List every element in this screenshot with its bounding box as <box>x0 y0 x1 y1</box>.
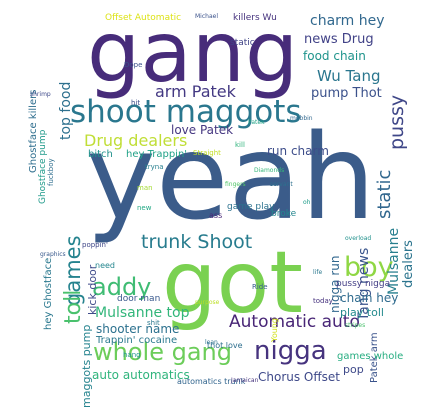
word-game-play: game play <box>227 202 275 212</box>
word-hey-ghostface: hey Ghostface <box>43 257 54 330</box>
word-got: got <box>162 233 303 333</box>
word-diamonds: Diamonds <box>254 167 285 174</box>
word-shooter-name: shooter name <box>96 322 180 336</box>
word-chorus-offset: Chorus Offset <box>258 370 340 384</box>
word-lean: lean <box>205 339 218 346</box>
word-hey-trappin: hey Trappin' <box>126 149 188 160</box>
word-offset-automatic: Offset Automatic <box>105 13 182 23</box>
word-servant: servant <box>270 181 293 188</box>
word-toll: toll <box>61 289 86 324</box>
word-straight: Straight <box>193 149 221 157</box>
word-love-patek: love Patek <box>171 123 234 137</box>
word-shoot-maggots: shoot maggots <box>70 94 302 130</box>
word-life: life <box>313 269 323 276</box>
word-michael: Michael <box>195 13 218 20</box>
word-top-food: top food <box>58 81 74 140</box>
word-bitch: bitch <box>88 149 113 160</box>
word-pump-thot: pump Thot <box>311 86 382 101</box>
word-today: today <box>313 297 333 305</box>
word-dope: Dope <box>124 61 143 69</box>
word-tryna: tryna <box>145 163 164 171</box>
word-hang: hang <box>123 351 141 359</box>
word-automatic-auto: Automatic auto <box>229 312 360 332</box>
word-killers-wu: killers Wu <box>233 13 277 23</box>
word-nigga: nigga <box>254 336 327 366</box>
word-automatics-trunk: automatics trunk <box>177 377 246 386</box>
word-run-charm: run charm <box>267 144 329 158</box>
word-fuckboy: fuckboy <box>47 158 55 186</box>
word-door-man: door man <box>117 294 161 304</box>
word-thot-love: thot love <box>207 341 243 350</box>
word-kill: kill <box>235 141 245 149</box>
word-broke: broke <box>271 209 297 219</box>
word-ass: ass <box>209 211 223 220</box>
word-arm-patek: arm Patek <box>155 82 236 101</box>
word-jamaican: Jamaican <box>231 377 259 384</box>
word-shit: shit <box>147 319 160 327</box>
word-need: need <box>95 261 115 270</box>
word-chain-hey: chain hey <box>340 291 399 305</box>
word-trunk-shoot: trunk Shoot <box>141 231 253 253</box>
word-mulsanne-top: Mulsanne top <box>95 305 190 321</box>
word-purpose: purpose <box>195 299 220 306</box>
word-pussy-nigga: pussy nigga <box>336 279 391 289</box>
word-young: Young <box>270 318 279 342</box>
word-auto-automatics: auto automatics <box>92 368 190 382</box>
word-whole-gang: whole gang <box>93 338 232 366</box>
word-oh: oh <box>303 199 311 206</box>
word-games-whole: games whole <box>337 351 404 362</box>
word-maggots-pump: maggots pump <box>80 324 93 408</box>
word-charm-hey: charm hey <box>310 13 385 29</box>
word-mobbin: mobbin <box>290 115 313 122</box>
word-static-small: static <box>230 38 255 48</box>
word-drug-dealers: Drug dealers <box>84 131 188 150</box>
word-yeah: yeah <box>86 108 376 246</box>
word-addy: addy <box>92 273 152 301</box>
word-boy: boy <box>344 252 394 283</box>
word-hit: hit <box>131 99 141 107</box>
word-pussy: pussy <box>386 94 408 150</box>
word-dealers: dealers <box>401 240 416 288</box>
word-fingers: fingers <box>225 181 246 188</box>
word-overload: overload <box>345 235 372 242</box>
word-new: new <box>137 204 152 212</box>
word-static: static <box>374 169 395 219</box>
word-play-toll: play toll <box>340 306 384 319</box>
word-patek: Patek <box>248 119 265 126</box>
word-trappin-cocaine: Trappin' cocaine <box>96 335 178 346</box>
word-news-drug: news Drug <box>304 32 374 47</box>
word-man: man <box>137 184 153 192</box>
word-pop: pop <box>343 363 364 376</box>
word-ride: Ride <box>252 283 268 291</box>
word-stripes: stripes <box>345 322 366 329</box>
word-graphics: graphics <box>40 251 66 258</box>
word-shrimp: shrimp <box>30 91 51 98</box>
word-wu-tang: Wu Tang <box>317 67 381 85</box>
word-poppin: poppin' <box>82 241 108 249</box>
word-food-chain: food chain <box>303 49 366 63</box>
word-gang: gang <box>87 3 299 101</box>
